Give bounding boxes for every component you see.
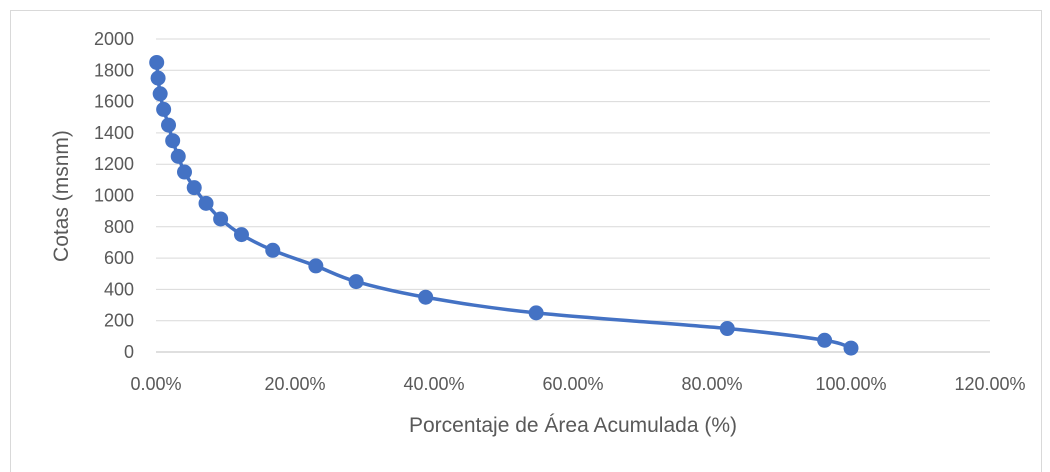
data-point (418, 289, 434, 305)
data-point (265, 242, 281, 258)
y-axis-title: Cotas (msnm) (50, 130, 73, 262)
y-tick-label: 1800 (94, 60, 134, 80)
y-tick-label: 0 (124, 342, 134, 362)
data-point (156, 101, 172, 117)
x-axis-title: Porcentaje de Área Acumulada (%) (409, 414, 737, 437)
x-tick-label: 20.00% (264, 374, 325, 394)
data-point (233, 227, 249, 243)
series-layer (149, 54, 859, 356)
y-tick-label: 1600 (94, 92, 134, 112)
data-point (161, 117, 177, 133)
axis-layer: 0 200 400 600 800 1000 1200 1400 1600 1800 2000 0.0… (94, 29, 1026, 394)
y-tick-label: 600 (104, 248, 134, 268)
data-point (719, 321, 735, 337)
grid-layer (156, 38, 990, 322)
y-tick-label: 1400 (94, 123, 134, 143)
data-point (149, 54, 165, 70)
data-point (348, 274, 364, 290)
data-point (152, 86, 168, 102)
series-line (154, 60, 853, 350)
data-point (198, 195, 214, 211)
y-tick-label: 1200 (94, 154, 134, 174)
x-tick-label: 60.00% (542, 374, 603, 394)
data-point (176, 164, 192, 180)
data-point (817, 332, 833, 348)
x-tick-label: 0.00% (130, 374, 181, 394)
y-tick-label: 200 (104, 311, 134, 331)
data-point (213, 211, 229, 227)
data-point (843, 340, 859, 356)
data-point (170, 148, 186, 164)
x-tick-label: 40.00% (403, 374, 464, 394)
data-point (308, 258, 324, 274)
y-tick-label: 800 (104, 217, 134, 237)
y-tick-label: 2000 (94, 29, 134, 49)
data-point (165, 133, 181, 149)
y-tick-label: 400 (104, 279, 134, 299)
data-point (186, 180, 202, 196)
x-tick-label: 80.00% (681, 374, 742, 394)
data-point (150, 70, 166, 86)
y-tick-label: 1000 (94, 186, 134, 206)
x-tick-label: 100.00% (815, 374, 886, 394)
chart-container (10, 10, 1042, 472)
x-tick-label: 120.00% (954, 374, 1025, 394)
data-point (528, 305, 544, 321)
